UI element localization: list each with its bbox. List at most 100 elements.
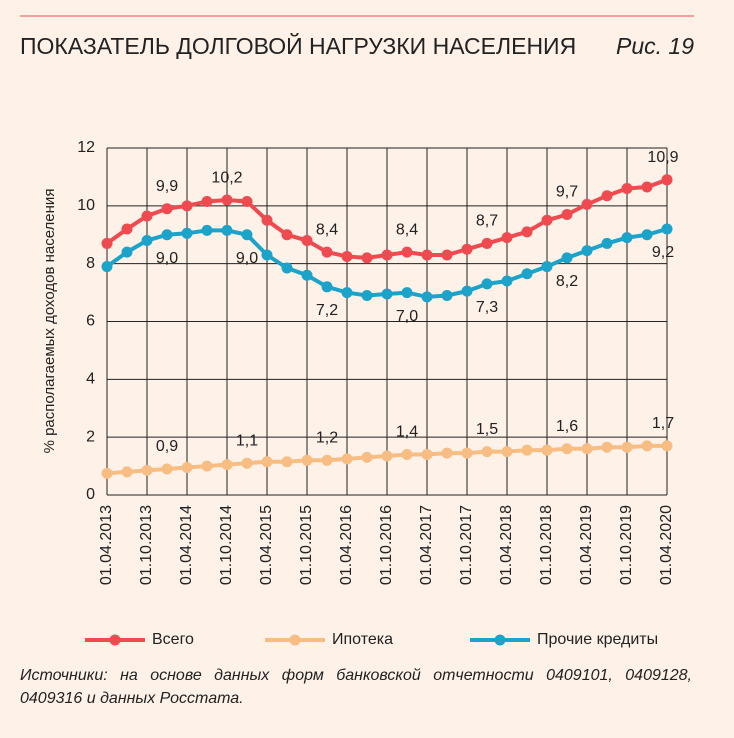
data-label: 7,3 bbox=[476, 299, 498, 316]
data-label: 0,9 bbox=[156, 438, 178, 455]
data-label: 1,1 bbox=[236, 432, 258, 449]
y-tick-label: 4 bbox=[86, 371, 95, 388]
y-axis-label: % располагаемых доходов населения bbox=[41, 189, 58, 454]
data-point bbox=[541, 444, 553, 456]
legend-label: Ипотека bbox=[332, 631, 393, 648]
data-point bbox=[541, 261, 553, 273]
data-point bbox=[201, 195, 213, 207]
data-label: 1,2 bbox=[316, 430, 338, 447]
data-label: 8,2 bbox=[556, 273, 578, 290]
data-point bbox=[141, 464, 153, 476]
data-point bbox=[181, 227, 193, 239]
data-point bbox=[261, 214, 273, 226]
legend-swatch-dot bbox=[109, 634, 121, 646]
data-point bbox=[361, 252, 373, 264]
data-point bbox=[401, 449, 413, 461]
data-point bbox=[241, 457, 253, 469]
data-point bbox=[221, 459, 233, 471]
data-point bbox=[621, 232, 633, 244]
data-point bbox=[161, 203, 173, 215]
data-label: 1,7 bbox=[652, 415, 674, 432]
data-point bbox=[561, 252, 573, 264]
data-point bbox=[581, 198, 593, 210]
data-point bbox=[381, 450, 393, 462]
y-tick-label: 2 bbox=[86, 428, 95, 445]
data-point bbox=[141, 235, 153, 247]
data-point bbox=[341, 287, 353, 299]
legend-swatch-dot bbox=[289, 634, 301, 646]
data-label: 1,6 bbox=[556, 418, 578, 435]
x-tick-label: 01.04.2020 bbox=[658, 505, 675, 585]
data-point bbox=[601, 237, 613, 249]
data-point bbox=[501, 446, 513, 458]
data-point bbox=[181, 200, 193, 212]
x-tick-label: 01.04.2014 bbox=[178, 505, 195, 585]
x-tick-label: 01.04.2013 bbox=[98, 505, 115, 585]
x-tick-label: 01.04.2017 bbox=[418, 505, 435, 585]
data-label: 9,2 bbox=[652, 244, 674, 261]
data-label: 9,0 bbox=[236, 250, 258, 267]
data-point bbox=[281, 456, 293, 468]
data-label: 7,2 bbox=[316, 302, 338, 319]
x-tick-label: 01.10.2013 bbox=[138, 505, 155, 585]
data-point bbox=[621, 441, 633, 453]
data-point bbox=[121, 223, 133, 235]
data-point bbox=[481, 237, 493, 249]
data-point bbox=[481, 446, 493, 458]
data-point bbox=[281, 229, 293, 241]
data-label: 9,7 bbox=[556, 184, 578, 201]
data-point bbox=[641, 229, 653, 241]
y-tick-label: 10 bbox=[77, 197, 95, 214]
x-tick-label: 01.04.2019 bbox=[578, 505, 595, 585]
data-point bbox=[141, 210, 153, 222]
data-point bbox=[581, 245, 593, 257]
data-point bbox=[641, 440, 653, 452]
data-point bbox=[261, 456, 273, 468]
data-point bbox=[521, 226, 533, 238]
x-tick-label: 01.10.2017 bbox=[458, 505, 475, 585]
data-point bbox=[361, 451, 373, 463]
data-point bbox=[421, 449, 433, 461]
x-tick-label: 01.04.2018 bbox=[498, 505, 515, 585]
data-point bbox=[301, 235, 313, 247]
data-point bbox=[561, 443, 573, 455]
x-tick-label: 01.10.2015 bbox=[298, 505, 315, 585]
data-point bbox=[261, 249, 273, 261]
y-tick-label: 6 bbox=[86, 313, 95, 330]
figure-number: Рис. 19 bbox=[616, 33, 694, 59]
x-tick-label: 01.10.2016 bbox=[378, 505, 395, 585]
data-point bbox=[401, 246, 413, 258]
data-point bbox=[581, 443, 593, 455]
data-point bbox=[321, 454, 333, 466]
data-label: 9,0 bbox=[156, 250, 178, 267]
chart-title: ПОКАЗАТЕЛЬ ДОЛГОВОЙ НАГРУЗКИ НАСЕЛЕНИЯ bbox=[20, 32, 576, 59]
data-point bbox=[381, 249, 393, 261]
data-point bbox=[101, 237, 113, 249]
data-point bbox=[441, 249, 453, 261]
data-point bbox=[661, 223, 673, 235]
data-point bbox=[321, 246, 333, 258]
data-point bbox=[461, 447, 473, 459]
data-point bbox=[181, 462, 193, 474]
data-point bbox=[201, 224, 213, 236]
data-label: 8,4 bbox=[316, 221, 338, 238]
y-tick-label: 0 bbox=[86, 486, 95, 503]
legend-label: Всего bbox=[152, 631, 194, 648]
data-point bbox=[421, 291, 433, 303]
data-label: 1,5 bbox=[476, 421, 498, 438]
data-point bbox=[481, 278, 493, 290]
data-point bbox=[301, 454, 313, 466]
x-tick-label: 01.10.2014 bbox=[218, 505, 235, 585]
data-point bbox=[401, 287, 413, 299]
data-point bbox=[101, 467, 113, 479]
data-point bbox=[441, 447, 453, 459]
data-point bbox=[281, 262, 293, 274]
data-point bbox=[221, 224, 233, 236]
x-tick-label: 01.10.2018 bbox=[538, 505, 555, 585]
data-point bbox=[661, 440, 673, 452]
data-point bbox=[161, 463, 173, 475]
y-tick-label: 8 bbox=[86, 255, 95, 272]
data-label: 8,7 bbox=[476, 213, 498, 230]
